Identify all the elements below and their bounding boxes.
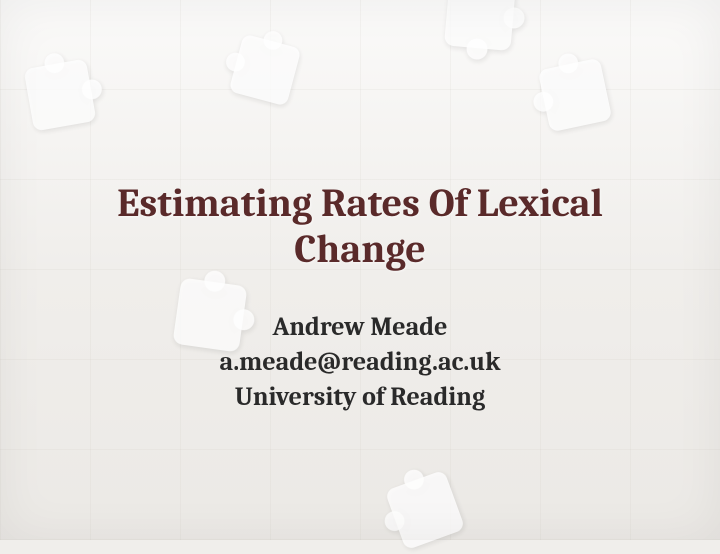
author-block: Andrew Meade a.meade@reading.ac.uk Unive…: [220, 310, 501, 415]
slide-content: Estimating Rates Of Lexical Change Andre…: [0, 0, 720, 540]
slide-title: Estimating Rates Of Lexical Change: [60, 180, 660, 272]
author-name: Andrew Meade: [220, 310, 501, 345]
author-email: a.meade@reading.ac.uk: [220, 345, 501, 380]
author-affiliation: University of Reading: [220, 380, 501, 415]
